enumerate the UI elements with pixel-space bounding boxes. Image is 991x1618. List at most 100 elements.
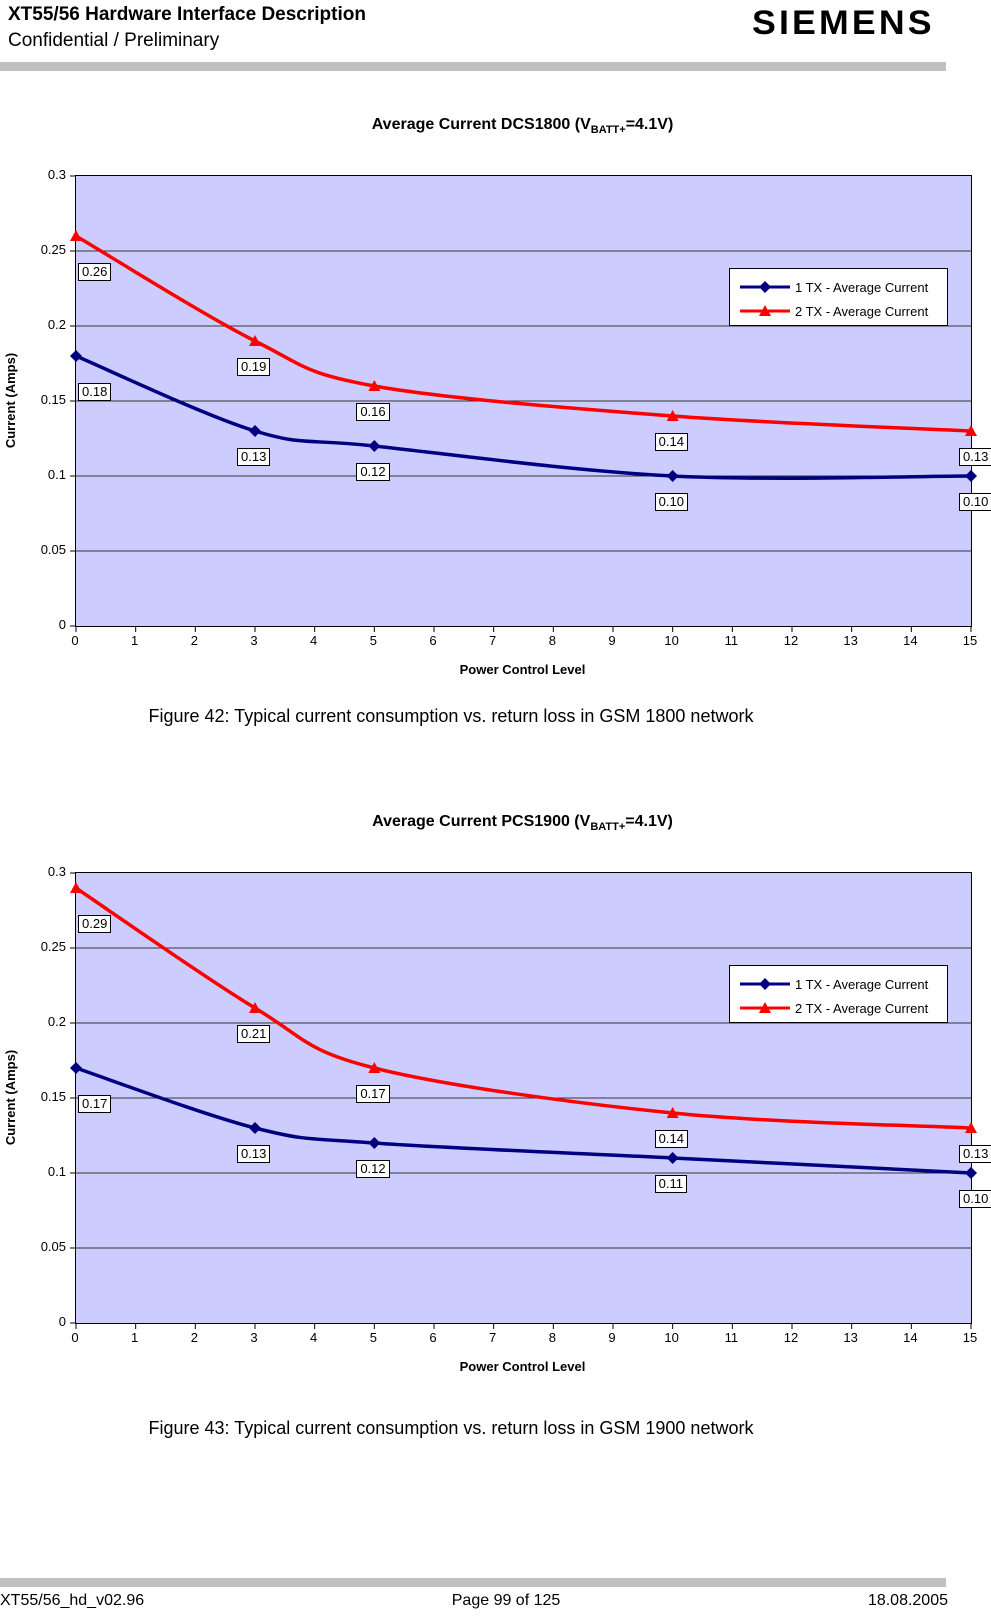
footer-page-number: Page 99 of 125 [451,1592,561,1609]
data-label: 0.18 [78,383,112,401]
y-tick-label: 0.1 [47,1164,66,1179]
legend-line-diamond-icon [740,281,790,293]
chart-title-text: =4.1V) [625,116,674,133]
marker-diamond-icon [965,470,977,482]
x-tick-label: 1 [131,633,139,648]
x-tick-label: 14 [903,633,918,648]
x-tick-label: 1 [131,1330,139,1345]
series-line-1tx [74,354,973,480]
chart-title-subscript: BATT+ [590,124,626,136]
x-tick-label: 15 [962,633,978,648]
siemens-logo: SIEMENS [752,4,935,42]
header-subtitle: Confidential / Preliminary [8,30,220,51]
y-tick-label: 0.3 [47,864,66,879]
legend-line-diamond-icon [740,978,790,990]
x-tick-label: 8 [548,1330,556,1345]
x-axis-title: Power Control Level [459,1359,586,1374]
marker-triangle-icon [965,425,977,436]
y-tick-label: 0.15 [40,392,66,407]
chart-title-text: Average Current PCS1900 (V [372,813,591,830]
series-line-2tx [74,886,973,1130]
x-tick-label: 4 [310,633,318,648]
x-tick-label: 3 [250,1330,258,1345]
chart-title-text: Average Current DCS1800 (V [371,116,591,133]
x-tick-label: 5 [369,1330,377,1345]
y-tick-label: 0 [58,1314,66,1329]
marker-diamond-icon [666,470,679,482]
x-tick-label: 6 [429,1330,437,1345]
data-label: 0.10 [959,493,991,511]
data-label: 0.17 [78,1095,112,1113]
y-tick-label: 0.2 [47,317,66,332]
marker-diamond-icon [666,1152,679,1164]
x-tick-label: 8 [548,633,556,648]
marker-triangle-icon [368,380,381,391]
x-tick-label: 14 [903,1330,918,1345]
chart-title-subscript: BATT+ [590,821,626,833]
x-tick-label: 12 [783,1330,799,1345]
y-tick-label: 0.3 [47,167,66,182]
chart-title: Average Current PCS1900 (VBATT+=4.1V) [75,813,970,833]
legend-item-2tx: 2 TX - Average Current [730,996,947,1020]
marker-diamond-icon [368,440,381,452]
data-label: 0.16 [356,403,390,421]
data-label: 0.10 [959,1190,991,1208]
marker-diamond-icon [70,1062,82,1074]
y-tick-label: 0.1 [47,467,66,482]
legend-label: 1 TX - Average Current [795,279,929,295]
y-tick-label: 0.2 [47,1014,66,1029]
x-tick-label: 0 [71,633,79,648]
marker-diamond-icon [965,1167,977,1179]
x-tick-label: 3 [250,633,258,648]
legend-marker-triangle-icon [759,1002,771,1013]
data-label: 0.14 [654,1130,688,1148]
legend-label: 2 TX - Average Current [795,1000,929,1016]
x-tick-label: 10 [664,633,679,648]
x-tick-label: 2 [190,1330,198,1345]
footer-date: 18.08.2005 [867,1592,948,1609]
x-tick-label: 10 [664,1330,679,1345]
legend-label: 2 TX - Average Current [795,303,929,319]
marker-triangle-icon [249,335,261,346]
header-divider [0,62,946,71]
x-tick-label: 2 [190,633,198,648]
figure-caption-42: Figure 42: Typical current consumption v… [148,706,754,726]
legend-label: 1 TX - Average Current [795,976,929,992]
y-tick-label: 0.15 [40,1089,66,1104]
plot-canvas [70,872,977,1329]
plot-area: 0.18 0.13 0.12 0.10 0.10 0.26 0.19 0.16 0.14 0.13 [70,175,991,632]
data-label: 0.21 [237,1025,271,1043]
x-tick-label: 4 [310,1330,318,1345]
data-label: 0.29 [78,915,112,933]
x-tick-label: 7 [489,633,497,648]
marker-diamond-icon [70,350,82,362]
legend-line-triangle-icon [740,305,790,316]
chart-title-text: =4.1V) [625,813,673,830]
legend-marker-diamond-icon [759,281,771,293]
footer-divider [0,1578,946,1587]
chart-pcs1900: Average Current PCS1900 (VBATT+=4.1V) Cu… [0,807,991,1382]
x-tick-label: 12 [783,633,799,648]
footer-version: XT55/56_hd_v02.96 [0,1592,145,1609]
footer: XT55/56_hd_v02.96 Page 99 of 125 18.08.2… [0,1592,948,1610]
data-label: 0.10 [654,493,688,511]
x-tick-label: 11 [724,1330,739,1345]
data-label: 0.11 [654,1175,687,1193]
plot-canvas [70,175,977,632]
marker-diamond-icon [249,425,261,437]
y-tick-label: 0.25 [40,242,66,257]
chart-legend: 1 TX - Average Current 2 TX - Average Cur… [729,965,948,1023]
series-line-2tx [74,234,973,433]
marker-triangle-icon [70,230,82,241]
chart-title: Average Current DCS1800 (VBATT+=4.1V) [75,116,970,136]
x-tick-label: 9 [608,1330,616,1345]
marker-triangle-icon [666,410,679,421]
header-title: XT55/56 Hardware Interface Description [8,4,366,25]
x-tick-label: 13 [843,1330,858,1345]
data-label: 0.14 [654,433,688,451]
data-label: 0.13 [237,448,271,466]
x-tick-label: 9 [608,633,616,648]
marker-triangle-icon [368,1062,381,1073]
chart-legend: 1 TX - Average Current 2 TX - Average Cur… [729,268,948,326]
